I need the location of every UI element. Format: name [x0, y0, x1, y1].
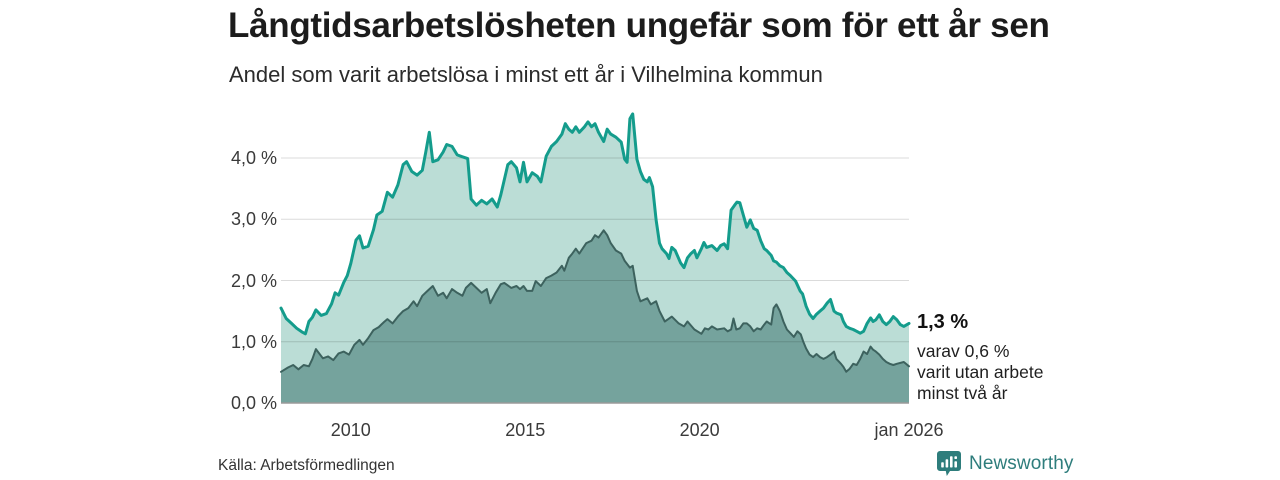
x-axis-label: 2020 [679, 420, 720, 440]
y-axis-label: 4,0 % [230, 148, 277, 168]
endpoint-detail-line: varit utan arbete [917, 362, 1044, 382]
y-axis-label: 2,0 % [230, 270, 277, 291]
source-credit: Källa: Arbetsförmedlingen [218, 457, 395, 474]
endpoint-detail-line: minst två år [917, 383, 1008, 403]
endpoint-annotation: 1,3 % varav 0,6 % varit utan arbete mins… [917, 311, 1087, 404]
endpoint-detail-line: varav 0,6 % [917, 341, 1010, 361]
endpoint-value: 1,3 % [917, 311, 969, 333]
x-axis-label: jan 2026 [874, 420, 944, 440]
x-axis-label: 2015 [505, 420, 546, 440]
newsworthy-logo-icon [937, 451, 961, 476]
chart-subtitle: Andel som varit arbetslösa i minst ett å… [229, 62, 823, 87]
y-axis-label: 3,0 % [230, 209, 277, 230]
y-axis-label: 1,0 % [230, 331, 277, 352]
page-title: Långtidsarbetslösheten ungefär som för e… [228, 6, 1050, 45]
newsworthy-logo: Newsworthy [936, 450, 1073, 478]
newsworthy-wordmark: Newsworthy [969, 453, 1074, 474]
x-axis-label: 2010 [330, 420, 371, 440]
y-axis-label: 0,0 % [230, 393, 277, 413]
